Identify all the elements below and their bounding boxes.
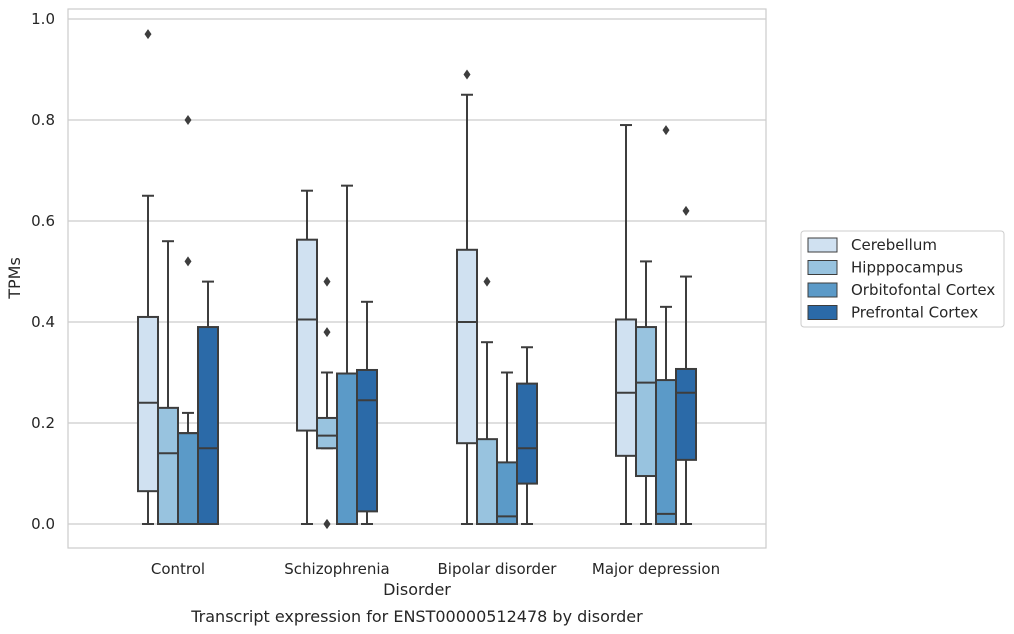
box-body xyxy=(655,379,677,526)
outlier-point xyxy=(323,276,331,287)
legend-label: Cerebellum xyxy=(851,236,937,254)
outlier-point xyxy=(184,115,192,125)
box-body xyxy=(157,406,179,526)
box-hipppocampus xyxy=(635,260,657,525)
legend-swatch xyxy=(807,305,838,320)
box-prefrontal-cortex xyxy=(675,205,697,525)
box-body xyxy=(197,326,219,525)
box-prefrontal-cortex xyxy=(356,300,378,525)
box-body xyxy=(356,368,378,513)
y-tick-label: 0.2 xyxy=(31,414,55,432)
outlier-point xyxy=(323,327,331,338)
chart-caption: Transcript expression for ENST0000051247… xyxy=(190,607,643,626)
box-cerebellum xyxy=(615,124,637,525)
x-tick-label: Bipolar disorder xyxy=(438,560,558,578)
box-orbitofontal-cortex xyxy=(496,371,518,526)
x-axis-label: Disorder xyxy=(383,580,451,599)
box-hipppocampus xyxy=(157,240,179,526)
outlier-point xyxy=(682,205,690,216)
box-prefrontal-cortex xyxy=(516,346,538,525)
box-cerebellum xyxy=(137,29,159,525)
outlier-point xyxy=(463,69,471,80)
box-hipppocampus xyxy=(316,276,338,529)
box-body xyxy=(316,416,338,450)
outlier-point xyxy=(144,29,152,40)
box-body xyxy=(615,318,637,457)
outlier-point xyxy=(662,125,670,136)
box-body xyxy=(137,315,159,493)
y-axis-label: TPMs xyxy=(5,257,24,300)
legend-swatch xyxy=(807,260,838,275)
outlier-point xyxy=(184,256,192,267)
box-series xyxy=(137,29,697,529)
box-body xyxy=(516,382,538,485)
box-body xyxy=(456,248,478,445)
box-body xyxy=(675,367,697,461)
legend-frame xyxy=(800,230,1005,328)
y-tick-labels: 0.0 0.2 0.4 0.6 0.8 1.0 xyxy=(31,10,55,533)
legend: Cerebellum Hipppocampus Orbitofontal Corte… xyxy=(800,230,1005,328)
x-tick-label: Control xyxy=(151,560,205,578)
box-body xyxy=(336,372,358,526)
box-body xyxy=(177,432,199,526)
y-tick-label: 0.4 xyxy=(31,313,55,331)
x-tick-label: Major depression xyxy=(592,560,720,578)
y-tick-label: 0.8 xyxy=(31,111,55,129)
box-body xyxy=(296,238,318,432)
legend-label: Orbitofontal Cortex xyxy=(851,281,995,299)
y-tick-label: 0.0 xyxy=(31,515,55,533)
legend-swatch xyxy=(807,282,838,298)
x-tick-labels: Control Schizophrenia Bipolar disorder Majo… xyxy=(151,560,720,578)
plot-frame xyxy=(67,8,767,549)
box-orbitofontal-cortex xyxy=(655,125,677,526)
legend-label: Prefrontal Cortex xyxy=(851,304,978,322)
outlier-point xyxy=(483,276,491,287)
y-tick-label: 1.0 xyxy=(31,10,55,28)
x-tick-label: Schizophrenia xyxy=(284,560,389,578)
box-body xyxy=(496,461,518,526)
box-cerebellum xyxy=(296,189,318,525)
outlier-point xyxy=(323,519,331,529)
box-body xyxy=(635,326,657,478)
box-cerebellum xyxy=(456,69,478,525)
box-hipppocampus xyxy=(476,276,498,525)
legend-label: Hipppocampus xyxy=(851,259,963,277)
box-body xyxy=(476,438,498,525)
legend-swatch xyxy=(807,237,838,253)
y-tick-label: 0.6 xyxy=(31,212,55,230)
box-orbitofontal-cortex xyxy=(336,184,358,526)
box-prefrontal-cortex xyxy=(197,280,219,525)
box-orbitofontal-cortex xyxy=(177,115,199,526)
